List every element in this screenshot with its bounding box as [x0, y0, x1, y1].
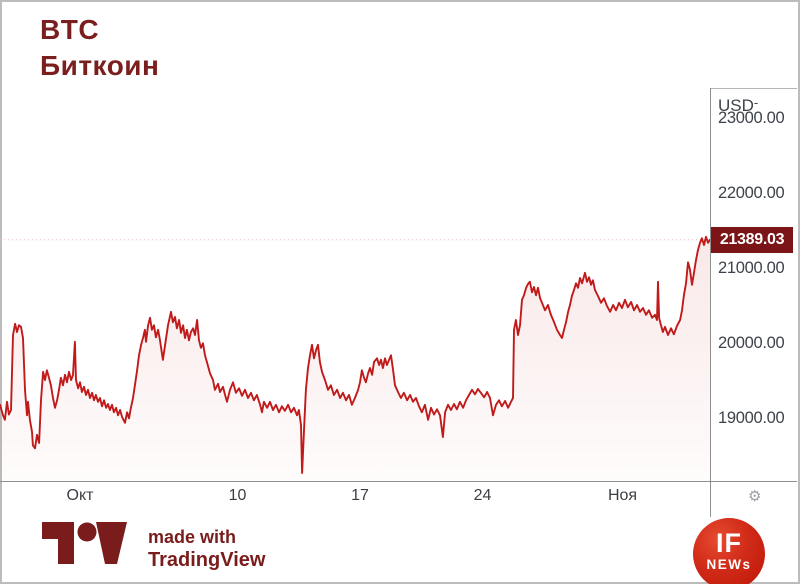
- price-line: [0, 235, 711, 474]
- time-tick-label: Ноя: [607, 487, 638, 504]
- symbol-name: Биткоин: [40, 50, 160, 81]
- price-tick-label: 23000.00: [718, 109, 785, 127]
- tradingview-logo-icon: [42, 522, 127, 564]
- time-axis-line[interactable]: [0, 481, 797, 482]
- made-with-line: made with: [148, 527, 237, 547]
- ifnews-badge-line2: NEWs: [706, 557, 752, 572]
- ifnews-badge-line1: IF: [716, 528, 742, 558]
- made-with-text: made with TradingView: [148, 522, 265, 572]
- price-area-fill: [0, 236, 710, 481]
- price-tick-label: 22000.00: [718, 184, 785, 202]
- time-tick-label: 10: [228, 487, 247, 504]
- price-axis-unit: USD-: [718, 95, 758, 116]
- time-tick-label: Окт: [66, 487, 94, 504]
- price-tick-label: 21000.00: [718, 259, 785, 277]
- time-tick-label: 17: [351, 487, 369, 504]
- symbol-ticker: BTC: [40, 14, 100, 45]
- price-tick-label: 20000.00: [718, 334, 785, 352]
- chart-title: BTC Биткоин: [40, 12, 159, 84]
- tradingview-wordmark: TradingView: [148, 549, 266, 571]
- currency-label: USD: [718, 96, 754, 115]
- ifnews-logo-badge[interactable]: IF NEWs: [693, 518, 765, 584]
- time-tick-label: 24: [473, 487, 492, 504]
- price-tick-label: 19000.00: [718, 409, 785, 427]
- price-scale-top-border: [710, 88, 797, 89]
- unit-suffix: -: [753, 95, 759, 110]
- price-axis-line[interactable]: [710, 88, 711, 517]
- gear-icon[interactable]: ⚙: [748, 487, 762, 505]
- tradingview-attribution-link[interactable]: made with TradingView: [42, 522, 265, 572]
- current-price-tag: 21389.03: [711, 226, 793, 253]
